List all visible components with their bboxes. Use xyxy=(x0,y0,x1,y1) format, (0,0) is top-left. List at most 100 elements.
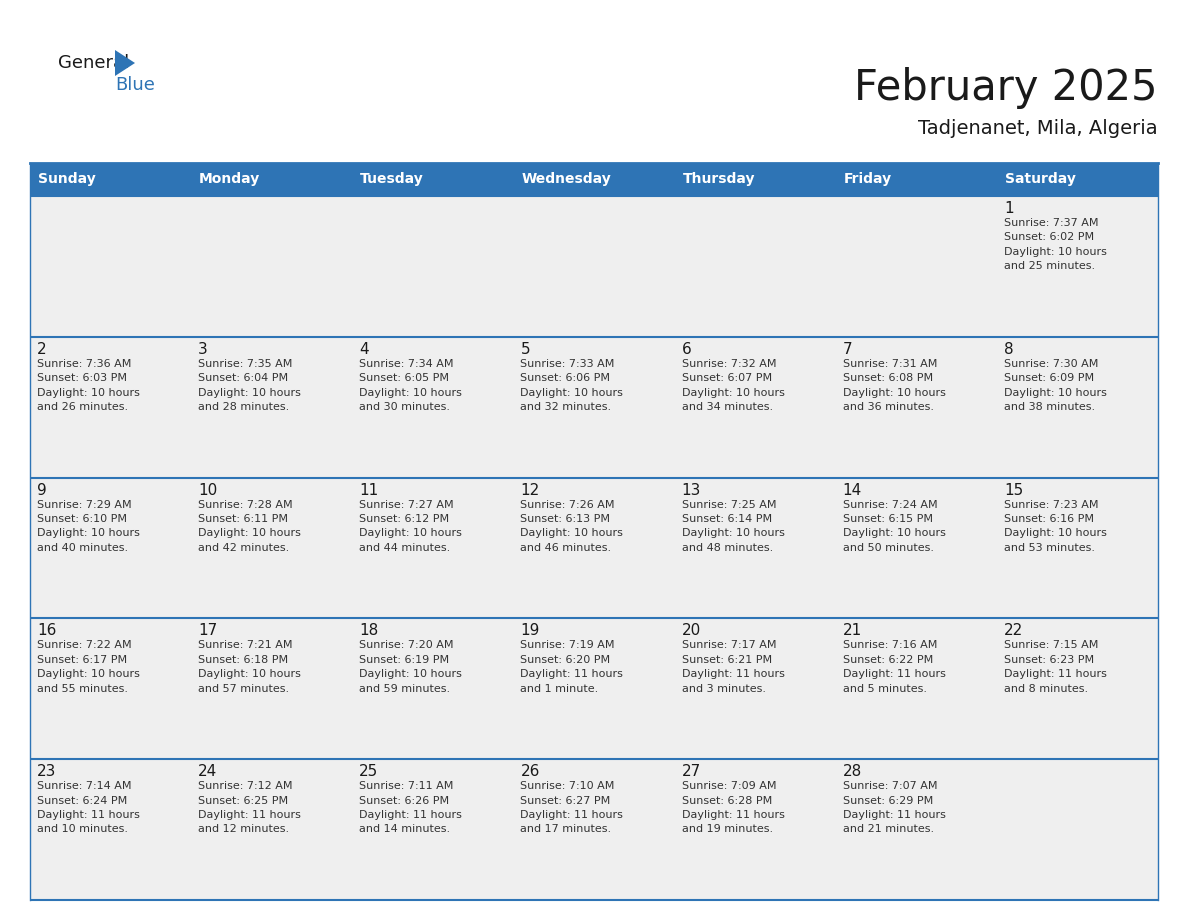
Text: Sunrise: 7:16 AM
Sunset: 6:22 PM
Daylight: 11 hours
and 5 minutes.: Sunrise: 7:16 AM Sunset: 6:22 PM Dayligh… xyxy=(842,641,946,694)
Text: 9: 9 xyxy=(37,483,46,498)
Bar xyxy=(997,477,1158,619)
Text: Sunrise: 7:33 AM
Sunset: 6:06 PM
Daylight: 10 hours
and 32 minutes.: Sunrise: 7:33 AM Sunset: 6:06 PM Dayligh… xyxy=(520,359,624,412)
Text: Sunrise: 7:09 AM
Sunset: 6:28 PM
Daylight: 11 hours
and 19 minutes.: Sunrise: 7:09 AM Sunset: 6:28 PM Dayligh… xyxy=(682,781,784,834)
Text: 25: 25 xyxy=(359,764,379,779)
Bar xyxy=(513,759,675,900)
Bar xyxy=(30,163,191,196)
Text: Sunrise: 7:07 AM
Sunset: 6:29 PM
Daylight: 11 hours
and 21 minutes.: Sunrise: 7:07 AM Sunset: 6:29 PM Dayligh… xyxy=(842,781,946,834)
Text: Sunrise: 7:34 AM
Sunset: 6:05 PM
Daylight: 10 hours
and 30 minutes.: Sunrise: 7:34 AM Sunset: 6:05 PM Dayligh… xyxy=(359,359,462,412)
Text: 22: 22 xyxy=(1004,623,1023,638)
Text: 26: 26 xyxy=(520,764,539,779)
Bar xyxy=(675,477,835,619)
Bar xyxy=(353,477,513,619)
Bar xyxy=(835,619,997,759)
Text: 1: 1 xyxy=(1004,201,1013,216)
Text: Sunrise: 7:26 AM
Sunset: 6:13 PM
Daylight: 10 hours
and 46 minutes.: Sunrise: 7:26 AM Sunset: 6:13 PM Dayligh… xyxy=(520,499,624,553)
Text: 13: 13 xyxy=(682,483,701,498)
Text: Sunrise: 7:36 AM
Sunset: 6:03 PM
Daylight: 10 hours
and 26 minutes.: Sunrise: 7:36 AM Sunset: 6:03 PM Dayligh… xyxy=(37,359,140,412)
Text: Sunrise: 7:27 AM
Sunset: 6:12 PM
Daylight: 10 hours
and 44 minutes.: Sunrise: 7:27 AM Sunset: 6:12 PM Dayligh… xyxy=(359,499,462,553)
Bar xyxy=(513,477,675,619)
Text: Sunrise: 7:37 AM
Sunset: 6:02 PM
Daylight: 10 hours
and 25 minutes.: Sunrise: 7:37 AM Sunset: 6:02 PM Dayligh… xyxy=(1004,218,1107,271)
Text: 20: 20 xyxy=(682,623,701,638)
Text: 27: 27 xyxy=(682,764,701,779)
Bar xyxy=(513,619,675,759)
Text: Friday: Friday xyxy=(843,173,892,186)
Text: Sunrise: 7:21 AM
Sunset: 6:18 PM
Daylight: 10 hours
and 57 minutes.: Sunrise: 7:21 AM Sunset: 6:18 PM Dayligh… xyxy=(198,641,301,694)
Text: Sunrise: 7:25 AM
Sunset: 6:14 PM
Daylight: 10 hours
and 48 minutes.: Sunrise: 7:25 AM Sunset: 6:14 PM Dayligh… xyxy=(682,499,784,553)
Bar xyxy=(191,759,353,900)
Text: 18: 18 xyxy=(359,623,379,638)
Bar xyxy=(997,337,1158,477)
Text: Sunrise: 7:11 AM
Sunset: 6:26 PM
Daylight: 11 hours
and 14 minutes.: Sunrise: 7:11 AM Sunset: 6:26 PM Dayligh… xyxy=(359,781,462,834)
Bar xyxy=(675,759,835,900)
Text: Sunday: Sunday xyxy=(38,173,96,186)
Bar xyxy=(191,477,353,619)
Bar xyxy=(353,163,513,196)
Bar xyxy=(835,759,997,900)
Polygon shape xyxy=(115,50,135,76)
Text: 2: 2 xyxy=(37,341,46,357)
Bar xyxy=(675,337,835,477)
Text: 7: 7 xyxy=(842,341,852,357)
Text: Sunrise: 7:32 AM
Sunset: 6:07 PM
Daylight: 10 hours
and 34 minutes.: Sunrise: 7:32 AM Sunset: 6:07 PM Dayligh… xyxy=(682,359,784,412)
Text: 14: 14 xyxy=(842,483,862,498)
Bar xyxy=(191,196,353,337)
Bar xyxy=(835,163,997,196)
Bar xyxy=(675,619,835,759)
Bar xyxy=(191,619,353,759)
Text: 19: 19 xyxy=(520,623,539,638)
Bar xyxy=(30,619,191,759)
Text: Wednesday: Wednesday xyxy=(522,173,611,186)
Text: 3: 3 xyxy=(198,341,208,357)
Text: Sunrise: 7:20 AM
Sunset: 6:19 PM
Daylight: 10 hours
and 59 minutes.: Sunrise: 7:20 AM Sunset: 6:19 PM Dayligh… xyxy=(359,641,462,694)
Text: Sunrise: 7:19 AM
Sunset: 6:20 PM
Daylight: 11 hours
and 1 minute.: Sunrise: 7:19 AM Sunset: 6:20 PM Dayligh… xyxy=(520,641,624,694)
Bar xyxy=(997,619,1158,759)
Text: Sunrise: 7:14 AM
Sunset: 6:24 PM
Daylight: 11 hours
and 10 minutes.: Sunrise: 7:14 AM Sunset: 6:24 PM Dayligh… xyxy=(37,781,140,834)
Text: Sunrise: 7:24 AM
Sunset: 6:15 PM
Daylight: 10 hours
and 50 minutes.: Sunrise: 7:24 AM Sunset: 6:15 PM Dayligh… xyxy=(842,499,946,553)
Text: Sunrise: 7:17 AM
Sunset: 6:21 PM
Daylight: 11 hours
and 3 minutes.: Sunrise: 7:17 AM Sunset: 6:21 PM Dayligh… xyxy=(682,641,784,694)
Text: General: General xyxy=(58,54,129,72)
Bar xyxy=(835,337,997,477)
Text: Sunrise: 7:12 AM
Sunset: 6:25 PM
Daylight: 11 hours
and 12 minutes.: Sunrise: 7:12 AM Sunset: 6:25 PM Dayligh… xyxy=(198,781,301,834)
Text: 17: 17 xyxy=(198,623,217,638)
Text: 23: 23 xyxy=(37,764,56,779)
Bar xyxy=(835,196,997,337)
Text: Thursday: Thursday xyxy=(683,173,756,186)
Bar xyxy=(513,337,675,477)
Bar xyxy=(30,477,191,619)
Bar xyxy=(835,477,997,619)
Text: 8: 8 xyxy=(1004,341,1013,357)
Bar xyxy=(675,163,835,196)
Bar xyxy=(997,759,1158,900)
Text: 11: 11 xyxy=(359,483,379,498)
Text: 12: 12 xyxy=(520,483,539,498)
Text: Sunrise: 7:10 AM
Sunset: 6:27 PM
Daylight: 11 hours
and 17 minutes.: Sunrise: 7:10 AM Sunset: 6:27 PM Dayligh… xyxy=(520,781,624,834)
Text: 6: 6 xyxy=(682,341,691,357)
Text: Sunrise: 7:35 AM
Sunset: 6:04 PM
Daylight: 10 hours
and 28 minutes.: Sunrise: 7:35 AM Sunset: 6:04 PM Dayligh… xyxy=(198,359,301,412)
Text: Sunrise: 7:22 AM
Sunset: 6:17 PM
Daylight: 10 hours
and 55 minutes.: Sunrise: 7:22 AM Sunset: 6:17 PM Dayligh… xyxy=(37,641,140,694)
Text: February 2025: February 2025 xyxy=(854,67,1158,109)
Bar xyxy=(353,759,513,900)
Bar xyxy=(997,163,1158,196)
Text: Monday: Monday xyxy=(200,173,260,186)
Text: Sunrise: 7:28 AM
Sunset: 6:11 PM
Daylight: 10 hours
and 42 minutes.: Sunrise: 7:28 AM Sunset: 6:11 PM Dayligh… xyxy=(198,499,301,553)
Text: 4: 4 xyxy=(359,341,369,357)
Bar xyxy=(353,619,513,759)
Text: Sunrise: 7:31 AM
Sunset: 6:08 PM
Daylight: 10 hours
and 36 minutes.: Sunrise: 7:31 AM Sunset: 6:08 PM Dayligh… xyxy=(842,359,946,412)
Text: Sunrise: 7:29 AM
Sunset: 6:10 PM
Daylight: 10 hours
and 40 minutes.: Sunrise: 7:29 AM Sunset: 6:10 PM Dayligh… xyxy=(37,499,140,553)
Bar xyxy=(191,163,353,196)
Text: 16: 16 xyxy=(37,623,56,638)
Bar xyxy=(191,337,353,477)
Bar xyxy=(513,163,675,196)
Text: Sunrise: 7:30 AM
Sunset: 6:09 PM
Daylight: 10 hours
and 38 minutes.: Sunrise: 7:30 AM Sunset: 6:09 PM Dayligh… xyxy=(1004,359,1107,412)
Bar xyxy=(675,196,835,337)
Text: Saturday: Saturday xyxy=(1005,173,1075,186)
Text: 10: 10 xyxy=(198,483,217,498)
Text: 15: 15 xyxy=(1004,483,1023,498)
Text: 21: 21 xyxy=(842,623,862,638)
Bar xyxy=(30,759,191,900)
Text: 24: 24 xyxy=(198,764,217,779)
Bar xyxy=(30,337,191,477)
Text: Blue: Blue xyxy=(115,76,154,94)
Bar xyxy=(353,337,513,477)
